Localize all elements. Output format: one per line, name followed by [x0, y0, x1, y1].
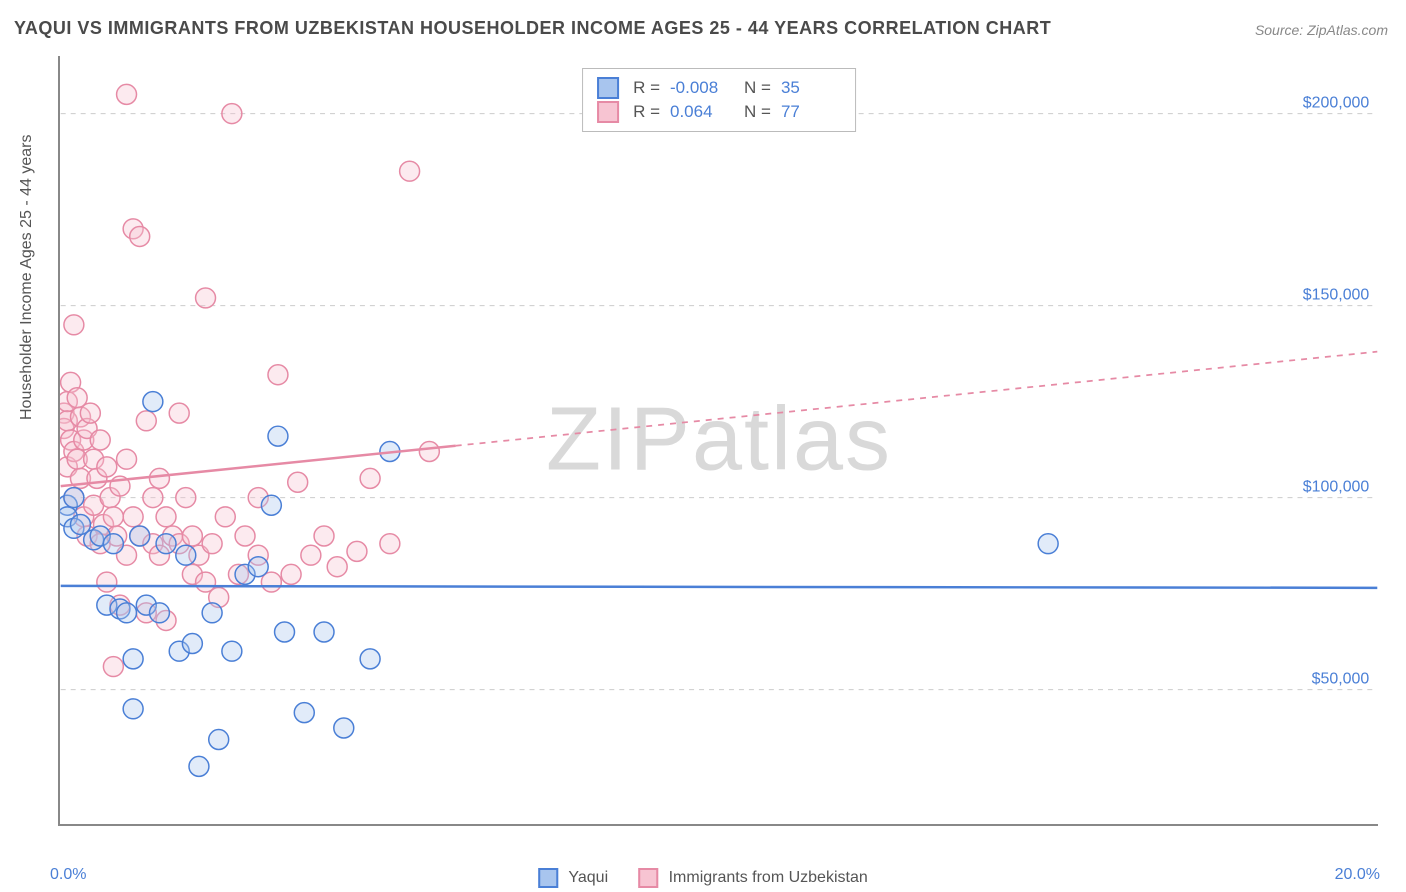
plot-svg: $50,000 $100,000 $150,000 $200,000 [60, 56, 1378, 824]
legend-n-value-2: 77 [781, 102, 841, 122]
legend-bottom-swatch-1 [538, 868, 558, 888]
x-axis-min-label: 0.0% [50, 866, 86, 884]
svg-text:$200,000: $200,000 [1303, 95, 1370, 112]
plot-area: R = -0.008 N = 35 R = 0.064 N = 77 ZIPat… [58, 56, 1378, 826]
legend-r-label: R = [633, 78, 660, 98]
svg-text:$50,000: $50,000 [1312, 671, 1370, 688]
legend-row-series-2: R = 0.064 N = 77 [597, 101, 841, 123]
series-legend: Yaqui Immigrants from Uzbekistan [538, 868, 868, 888]
svg-text:$100,000: $100,000 [1303, 479, 1370, 496]
legend-swatch-2 [597, 101, 619, 123]
chart-title: YAQUI VS IMMIGRANTS FROM UZBEKISTAN HOUS… [14, 18, 1051, 39]
legend-r-value-1: -0.008 [670, 78, 730, 98]
svg-text:$150,000: $150,000 [1303, 287, 1370, 304]
legend-n-label: N = [744, 78, 771, 98]
legend-bottom-label-2: Immigrants from Uzbekistan [669, 869, 868, 886]
legend-n-label: N = [744, 102, 771, 122]
legend-item-2: Immigrants from Uzbekistan [638, 868, 868, 888]
legend-bottom-swatch-2 [638, 868, 658, 888]
legend-item-1: Yaqui [538, 868, 608, 888]
x-axis-max-label: 20.0% [1335, 866, 1380, 884]
legend-row-series-1: R = -0.008 N = 35 [597, 77, 841, 99]
legend-bottom-label-1: Yaqui [568, 869, 608, 886]
correlation-legend: R = -0.008 N = 35 R = 0.064 N = 77 [582, 68, 856, 132]
legend-r-value-2: 0.064 [670, 102, 730, 122]
y-axis-label: Householder Income Ages 25 - 44 years [18, 135, 36, 421]
legend-n-value-1: 35 [781, 78, 841, 98]
source-attribution: Source: ZipAtlas.com [1255, 22, 1388, 38]
legend-swatch-1 [597, 77, 619, 99]
chart-container: YAQUI VS IMMIGRANTS FROM UZBEKISTAN HOUS… [0, 0, 1406, 892]
legend-r-label: R = [633, 102, 660, 122]
